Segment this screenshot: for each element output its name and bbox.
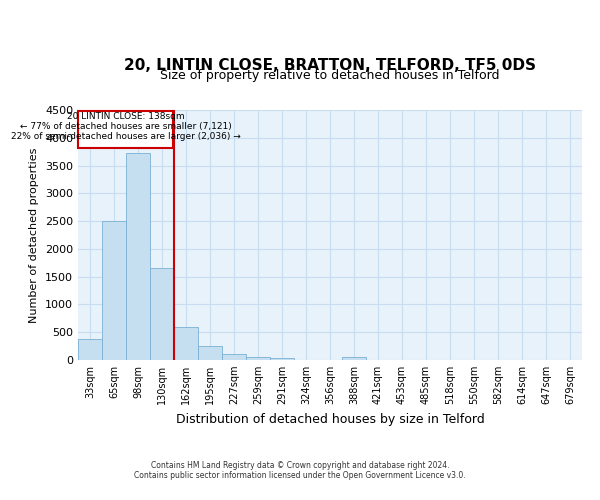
Text: Distribution of detached houses by size in Telford: Distribution of detached houses by size … bbox=[176, 412, 484, 426]
Bar bbox=[198, 346, 222, 360]
Bar bbox=[270, 358, 294, 360]
FancyBboxPatch shape bbox=[78, 111, 173, 148]
Text: 22% of semi-detached houses are larger (2,036) →: 22% of semi-detached houses are larger (… bbox=[11, 132, 240, 141]
Bar bbox=[150, 268, 174, 360]
Bar bbox=[222, 354, 246, 360]
Bar bbox=[342, 357, 366, 360]
Bar bbox=[126, 153, 150, 360]
Text: Contains HM Land Registry data © Crown copyright and database right 2024.
Contai: Contains HM Land Registry data © Crown c… bbox=[134, 460, 466, 480]
Bar bbox=[246, 356, 270, 360]
Text: 20 LINTIN CLOSE: 138sqm: 20 LINTIN CLOSE: 138sqm bbox=[67, 112, 184, 121]
Bar bbox=[78, 339, 102, 360]
Text: 20, LINTIN CLOSE, BRATTON, TELFORD, TF5 0DS: 20, LINTIN CLOSE, BRATTON, TELFORD, TF5 … bbox=[124, 58, 536, 72]
Title: Size of property relative to detached houses in Telford: Size of property relative to detached ho… bbox=[160, 70, 500, 82]
Bar bbox=[174, 326, 198, 360]
Bar bbox=[102, 221, 126, 360]
Y-axis label: Number of detached properties: Number of detached properties bbox=[29, 148, 40, 322]
Text: ← 77% of detached houses are smaller (7,121): ← 77% of detached houses are smaller (7,… bbox=[20, 122, 231, 131]
